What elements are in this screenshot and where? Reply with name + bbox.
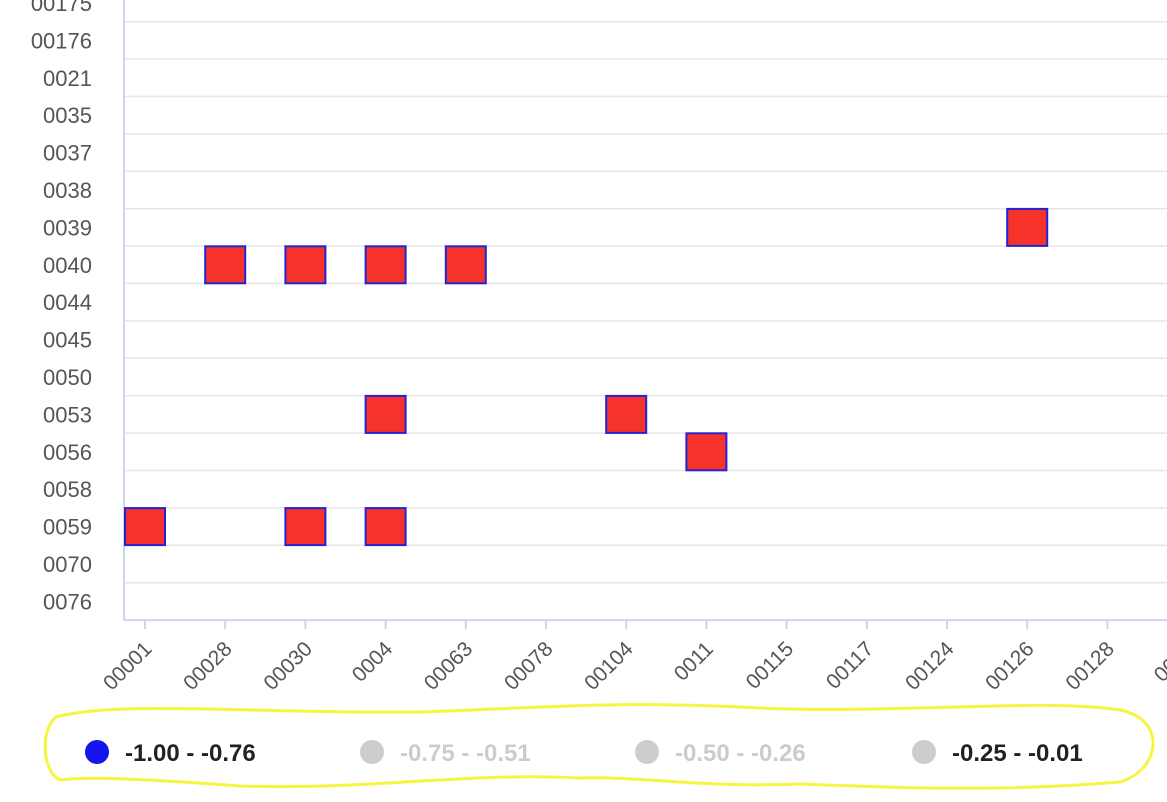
grid-lines [124, 20, 1167, 584]
y-axis-labels: 00175 00176 0021 0035 0037 0038 0039 0040 0044 00… [31, 0, 92, 614]
heatmap-cell[interactable] [364, 507, 407, 547]
x-tick-label: 00128 [1061, 637, 1119, 695]
x-tick-label: 00115 [742, 637, 798, 693]
x-tick-label: 0011 [670, 637, 718, 685]
legend-item-label: -0.25 - -0.01 [952, 740, 1083, 767]
x-tick-label: 00124 [901, 637, 959, 695]
legend-item-label: -0.50 - -0.26 [675, 740, 806, 767]
y-tick-label: 0021 [43, 66, 92, 91]
legend-item[interactable]: -0.25 - -0.01 [912, 740, 1083, 767]
x-tick-label: 0013 [1150, 637, 1167, 686]
y-tick-label: 0050 [43, 365, 92, 390]
y-tick-label: 0056 [43, 440, 92, 465]
heatmap-cell[interactable] [685, 432, 728, 472]
x-tick-label: 00104 [580, 637, 638, 695]
y-tick-label: 0040 [43, 253, 92, 278]
legend-item[interactable]: -0.50 - -0.26 [635, 740, 806, 767]
legend-highlight-annotation [43, 703, 1155, 790]
heatmap-cell[interactable] [124, 507, 166, 547]
legend-marker-icon [85, 740, 109, 764]
x-tick-label: 00078 [500, 637, 558, 695]
y-tick-label: 0035 [43, 103, 92, 128]
y-tick-label: 0053 [43, 402, 92, 427]
x-tick-label: 00126 [981, 637, 1039, 695]
heatmap-cell[interactable] [364, 394, 407, 434]
legend-marker-icon [635, 740, 659, 764]
x-tick-label: 00028 [179, 637, 237, 695]
x-tick-label: 00030 [259, 637, 317, 695]
heatmap-cell[interactable] [284, 245, 327, 285]
y-tick-label: 0045 [43, 328, 92, 353]
y-tick-label: 0038 [43, 178, 92, 203]
y-tick-label: 00175 [31, 0, 92, 16]
y-tick-label: 0037 [43, 141, 92, 166]
legend: -1.00 - -0.76 -0.75 - -0.51 -0.50 - -0.26 -… [43, 703, 1155, 790]
y-tick-label: 0070 [43, 552, 92, 577]
legend-marker-icon [360, 740, 384, 764]
y-tick-label: 0039 [43, 215, 92, 240]
heatmap-cell[interactable] [444, 245, 487, 285]
legend-item[interactable]: -0.75 - -0.51 [360, 740, 531, 767]
legend-item-label: -0.75 - -0.51 [400, 740, 531, 767]
legend-marker-icon [912, 740, 936, 764]
x-axis: 00001 00028 00030 0004 00063 00078 00104 0011 00… [99, 0, 1167, 695]
heatmap-cells [124, 207, 1049, 547]
legend-item-label: -1.00 - -0.76 [125, 740, 256, 767]
legend-item[interactable]: -1.00 - -0.76 [85, 740, 256, 767]
x-tick-label: 00063 [420, 637, 478, 695]
x-tick-label: 0004 [348, 637, 398, 687]
heatmap-cell[interactable] [1006, 207, 1049, 247]
heatmap-cell[interactable] [284, 507, 327, 547]
x-tick-label: 00001 [99, 637, 157, 695]
heatmap-cell[interactable] [605, 394, 648, 434]
y-tick-label: 0058 [43, 477, 92, 502]
y-tick-label: 0076 [43, 589, 92, 614]
x-tick-label: 00117 [822, 637, 878, 693]
y-tick-label: 0044 [43, 290, 92, 315]
y-tick-label: 00176 [31, 28, 92, 53]
heatmap-cell[interactable] [364, 245, 407, 285]
heatmap-cell[interactable] [204, 245, 247, 285]
y-tick-label: 0059 [43, 515, 92, 540]
